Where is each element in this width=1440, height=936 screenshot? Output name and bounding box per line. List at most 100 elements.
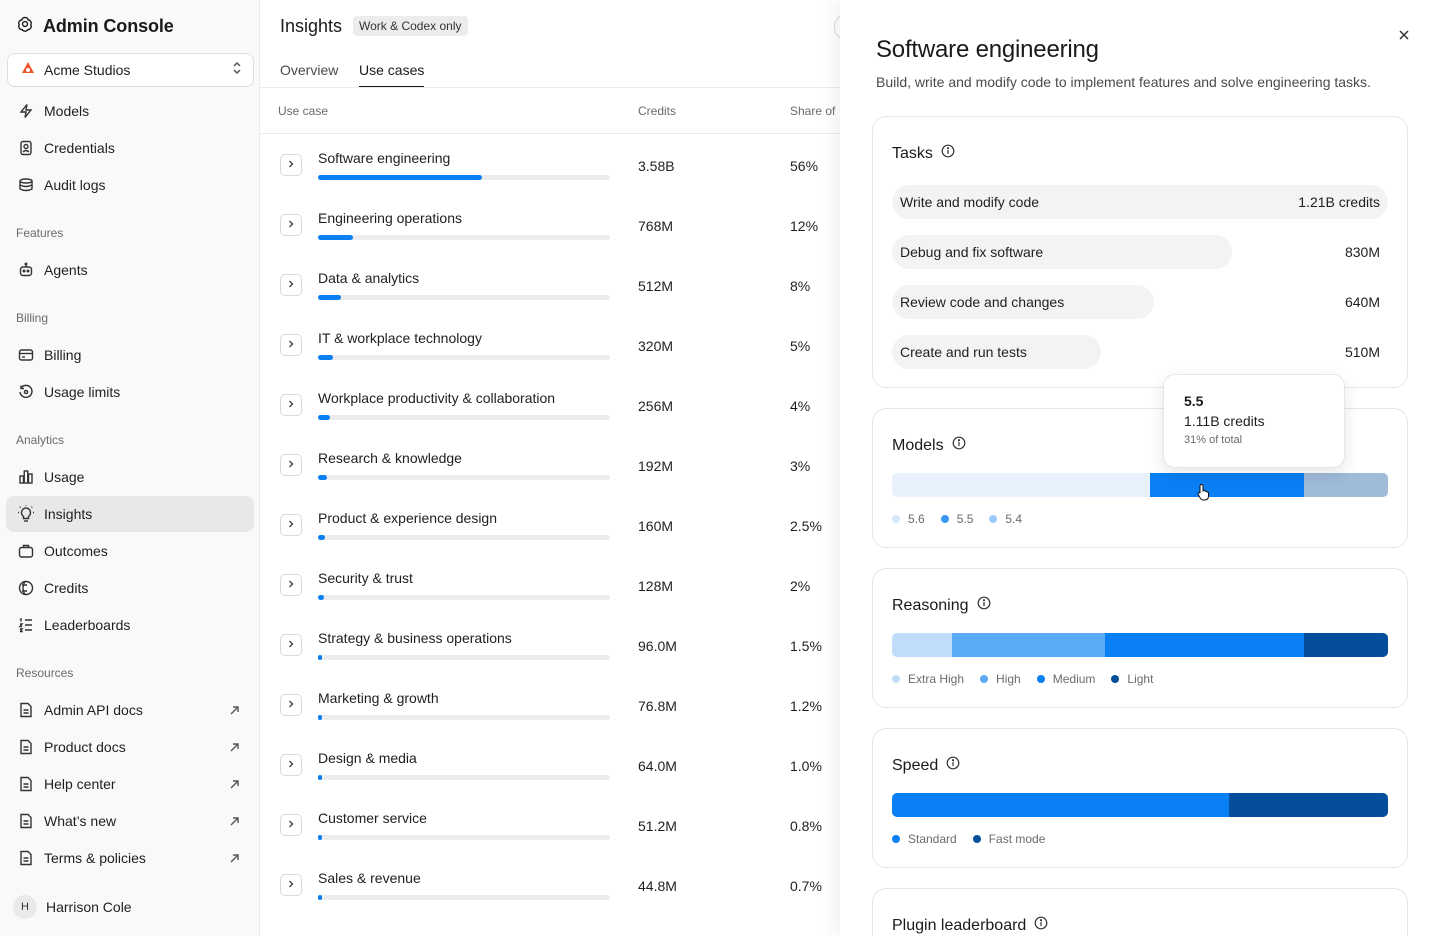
column-header-share[interactable]: Share of [790,104,836,118]
models-segment[interactable] [892,473,1150,497]
bar-chart-icon [17,468,35,486]
brand[interactable]: Admin Console [16,14,174,38]
models-tooltip: 5.5 1.11B credits 31% of total [1163,374,1345,468]
expand-row-button[interactable] [280,634,302,656]
row-share-bar-fill [318,535,325,540]
legend-item[interactable]: High [980,672,1021,686]
expand-row-button[interactable] [280,814,302,836]
robot-icon [17,261,35,279]
tab-use-cases[interactable]: Use cases [359,62,425,88]
table-row[interactable]: Strategy & business operations 96.0M 1.5% [260,614,840,674]
info-icon[interactable] [952,436,966,455]
row-share-bar [318,775,610,780]
task-row[interactable]: Debug and fix software 830M [892,235,1388,269]
sidebar-item-credentials[interactable]: Credentials [6,130,254,166]
legend-item[interactable]: 5.6 [892,512,925,526]
table-row[interactable]: Product & experience design 160M 2.5% [260,494,840,554]
org-switcher[interactable]: Acme Studios [7,53,254,87]
expand-row-button[interactable] [280,694,302,716]
tab-overview[interactable]: Overview [280,62,339,78]
plugin-leaderboard-title: Plugin leaderboard [892,916,1048,935]
sidebar-item-outcomes[interactable]: Outcomes [6,533,254,569]
user-menu[interactable]: H Harrison Cole [13,895,132,919]
expand-row-button[interactable] [280,154,302,176]
drawer-description: Build, write and modify code to implemen… [876,74,1371,90]
reasoning-segment[interactable] [1303,633,1388,657]
row-use-case-name: Software engineering [318,150,451,166]
speed-bar[interactable] [892,793,1388,817]
legend-item[interactable]: Medium [1036,672,1095,686]
task-row[interactable]: Write and modify code 1.21B credits [892,185,1388,219]
close-icon[interactable] [1396,27,1412,43]
expand-row-button[interactable] [280,274,302,296]
tasks-title-text: Tasks [892,144,933,162]
sidebar-item-terms-policies[interactable]: Terms & policies [6,840,254,876]
table-row[interactable]: Research & knowledge 192M 3% [260,434,840,494]
task-label: Debug and fix software [900,244,1044,260]
legend-item[interactable]: Standard [892,832,957,846]
expand-row-button[interactable] [280,214,302,236]
expand-row-button[interactable] [280,514,302,536]
table-row[interactable]: Marketing & growth 76.8M 1.2% [260,674,840,734]
models-segment[interactable] [1149,473,1304,497]
row-use-case-name: Marketing & growth [318,690,439,706]
legend-item[interactable]: 5.4 [989,512,1022,526]
speed-segment[interactable] [892,793,1230,817]
table-row[interactable]: Data & analytics 512M 8% [260,254,840,314]
sidebar-item-agents[interactable]: Agents [6,252,254,288]
table-row[interactable]: Security & trust 128M 2% [260,554,840,614]
task-row[interactable]: Review code and changes 640M [892,285,1388,319]
table-row[interactable]: Engineering operations 768M 12% [260,194,840,254]
table-row[interactable]: Customer service 51.2M 0.8% [260,794,840,854]
models-bar[interactable] [892,473,1388,497]
legend-item[interactable]: 5.5 [940,512,973,526]
reasoning-segment[interactable] [1105,633,1304,657]
reasoning-segment[interactable] [892,633,952,657]
row-credits: 192M [638,458,674,474]
expand-row-button[interactable] [280,334,302,356]
legend-item[interactable]: Fast mode [972,832,1045,846]
sidebar-item-admin-api-docs[interactable]: Admin API docs [6,692,254,728]
sidebar-item-whats-new[interactable]: What’s new [6,803,254,839]
table-row[interactable]: Software engineering 3.58B 56% [260,134,840,194]
expand-row-button[interactable] [280,394,302,416]
user-name: Harrison Cole [46,899,132,915]
reasoning-segment[interactable] [951,633,1106,657]
sidebar-item-label: Audit logs [44,177,106,193]
sidebar-item-help-center[interactable]: Help center [6,766,254,802]
sidebar-item-product-docs[interactable]: Product docs [6,729,254,765]
info-icon[interactable] [941,144,955,163]
sidebar-item-usage-limits[interactable]: Usage limits [6,374,254,410]
reasoning-bar[interactable] [892,633,1388,657]
sidebar-item-billing[interactable]: Billing [6,337,254,373]
expand-row-button[interactable] [280,574,302,596]
sidebar-item-models[interactable]: Models [6,93,254,129]
table-row[interactable]: Workplace productivity & collaboration 25… [260,374,840,434]
info-icon[interactable] [977,596,991,615]
table-row[interactable]: Sales & revenue 44.8M 0.7% [260,854,840,914]
sidebar-item-usage[interactable]: Usage [6,459,254,495]
sidebar-item-leaderboards[interactable]: Leaderboards [6,607,254,643]
app-title: Admin Console [43,15,174,36]
task-row[interactable]: Create and run tests 510M [892,335,1388,369]
legend-item[interactable]: Extra High [892,672,964,686]
column-header-credits[interactable]: Credits [638,104,677,118]
info-icon[interactable] [946,756,960,775]
table-row[interactable]: Design & media 64.0M 1.0% [260,734,840,794]
row-share-bar-fill [318,355,333,360]
expand-row-button[interactable] [280,874,302,896]
models-segment[interactable] [1303,473,1388,497]
legend-item[interactable]: Light [1111,672,1153,686]
sidebar-item-credits[interactable]: Credits [6,570,254,606]
sidebar: Admin Console Acme Studios Models Creden… [0,0,260,936]
table-row[interactable]: IT & workplace technology 320M 5% [260,314,840,374]
chevron-right-icon [287,276,295,294]
openai-logo-icon [16,15,34,38]
expand-row-button[interactable] [280,754,302,776]
expand-row-button[interactable] [280,454,302,476]
sidebar-item-insights[interactable]: Insights [6,496,254,532]
speed-segment[interactable] [1229,793,1388,817]
info-icon[interactable] [1034,916,1048,935]
legend-dot-icon [1111,675,1120,683]
sidebar-item-audit-logs[interactable]: Audit logs [6,167,254,203]
